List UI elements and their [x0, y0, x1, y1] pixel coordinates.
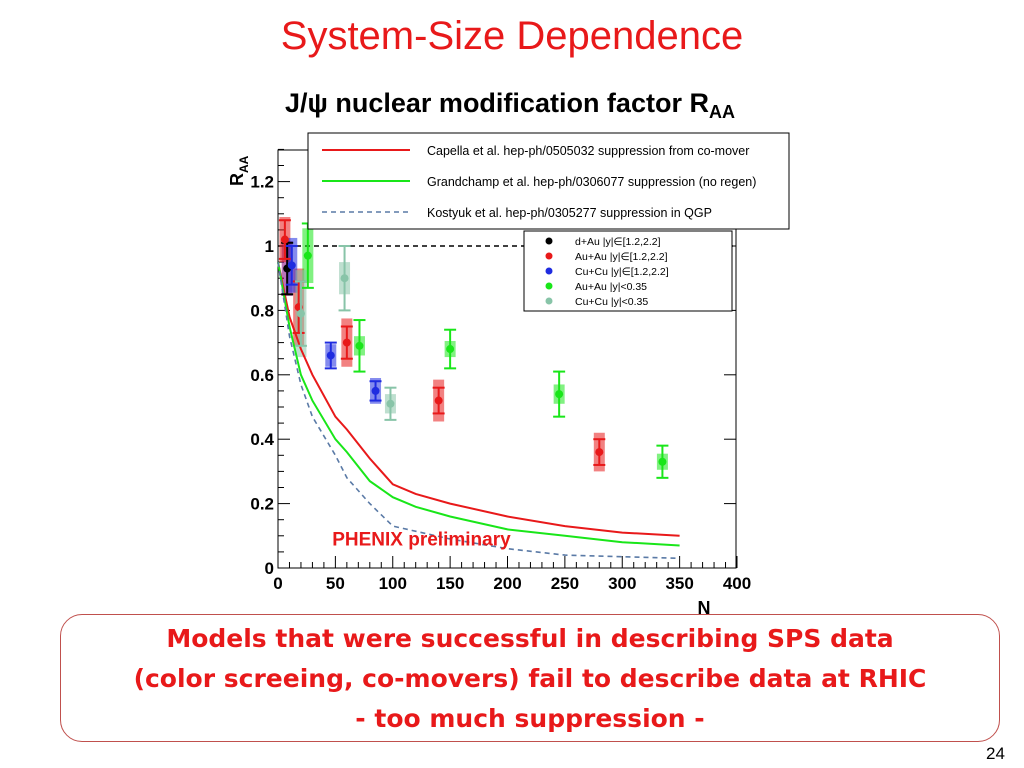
data-legend-marker	[545, 297, 553, 305]
data-point-series-4	[340, 274, 349, 283]
data-point-series-3	[303, 251, 312, 260]
data-point-series-4	[386, 399, 395, 408]
y-tick-label: 0.8	[250, 301, 274, 320]
x-tick-label: 300	[608, 574, 636, 593]
chart-title-main: J/ψ nuclear modification factor R	[285, 88, 709, 118]
data-legend-box	[523, 230, 733, 312]
data-legend-label: Au+Au |y|<0.35	[575, 281, 647, 293]
x-tick-label: 50	[326, 574, 345, 593]
data-point-series-2	[287, 261, 296, 270]
data-point-series-3	[658, 457, 667, 466]
y-tick-label: 0.6	[250, 366, 274, 385]
x-axis-label: N	[698, 598, 711, 618]
data-legend-marker	[545, 237, 553, 245]
data-point-series-1	[342, 338, 351, 347]
data-legend-label: Cu+Cu |y|<0.35	[575, 296, 648, 308]
data-point-series-2	[371, 386, 380, 395]
slide-title: System-Size Dependence	[280, 14, 744, 58]
data-legend-label: Au+Au |y|∈[1.2,2.2]	[575, 251, 668, 263]
x-tick-label: 400	[723, 574, 751, 593]
model-legend-label: Kostyuk et al. hep-ph/0305277 suppressio…	[427, 206, 712, 220]
data-legend-label: Cu+Cu |y|∈[1.2,2.2]	[575, 266, 669, 278]
chart-title-subscript: AA	[708, 102, 735, 122]
model-curve-0	[277, 261, 680, 537]
model-legend-label: Capella et al. hep-ph/0505032 suppressio…	[427, 144, 749, 158]
callout-line-3: - too much suppression -	[355, 704, 705, 733]
chart-title: J/ψ nuclear modification factor RAA	[200, 88, 820, 123]
x-tick-label: 200	[493, 574, 521, 593]
data-point-series-1	[280, 235, 289, 244]
conclusion-callout: Models that were successful in describin…	[60, 614, 1000, 742]
callout-line-2: (color screeing, co-movers) fail to desc…	[133, 664, 927, 693]
page-number: 24	[986, 744, 1005, 763]
data-legend-marker	[545, 252, 553, 260]
callout-line-1: Models that were successful in describin…	[166, 624, 894, 653]
phenix-preliminary-label: PHENIX preliminary	[332, 529, 511, 550]
axis-labels-group: 0 50 100 150 200 250 300 350 400 0 0.2 0.4 0.6 0.8 1 1.…	[227, 155, 751, 618]
y-tick-label: 0.2	[250, 495, 274, 514]
x-tick-label: 100	[379, 574, 407, 593]
data-points-group	[278, 219, 669, 479]
data-point-series-3	[355, 341, 364, 350]
data-point-series-1	[434, 396, 443, 405]
data-legend: d+Au |y|∈[1.2,2.2] Au+Au |y|∈[1.2,2.2] Cu+…	[523, 230, 733, 312]
model-legend-label: Grandchamp et al. hep-ph/0306077 suppres…	[427, 175, 756, 189]
data-legend-marker	[545, 267, 553, 275]
model-curve-2	[277, 261, 680, 560]
y-tick-label: 0	[265, 559, 274, 578]
data-point-series-3	[446, 345, 455, 354]
x-tick-label: 250	[551, 574, 579, 593]
data-point-series-3	[555, 390, 564, 399]
model-curves-group	[277, 261, 680, 560]
x-tick-label: 350	[665, 574, 693, 593]
data-point-series-2	[326, 351, 335, 360]
x-tick-label: 0	[273, 574, 282, 593]
data-point-series-1	[595, 448, 604, 457]
y-tick-label: 1	[265, 237, 274, 256]
data-legend-marker	[545, 282, 553, 290]
y-axis-label: RAA	[227, 155, 251, 186]
x-tick-label: 150	[436, 574, 464, 593]
model-legend: Capella et al. hep-ph/0505032 suppressio…	[307, 132, 790, 230]
data-legend-label: d+Au |y|∈[1.2,2.2]	[575, 236, 661, 248]
y-tick-label: 1.2	[250, 173, 274, 192]
data-point-series-4	[296, 309, 305, 318]
y-tick-label: 0.4	[250, 430, 274, 449]
model-curve-1	[277, 261, 680, 547]
